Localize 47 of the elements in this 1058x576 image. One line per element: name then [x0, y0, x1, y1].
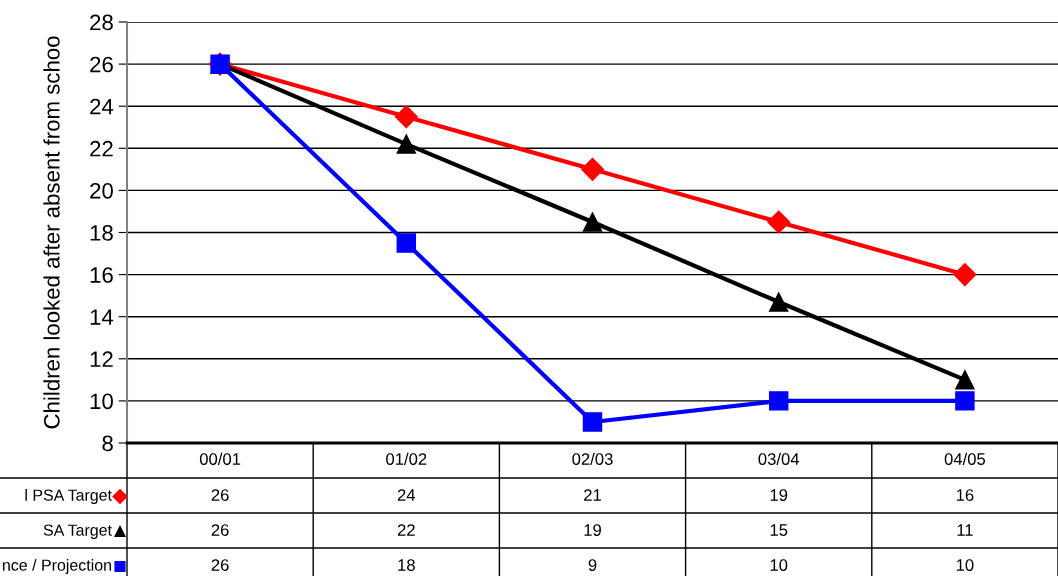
- y-tick-label: 10: [90, 393, 113, 410]
- point: [582, 212, 603, 232]
- point: [394, 105, 418, 129]
- point: [768, 391, 789, 411]
- x-tick-label: 02/03: [572, 452, 613, 465]
- point: [396, 134, 417, 154]
- x-tick-label: 01/02: [386, 452, 427, 465]
- point: [955, 391, 975, 411]
- data-label: 10: [770, 559, 788, 571]
- y-axis-title: Children looked after absent from schoo: [43, 36, 60, 429]
- point: [953, 263, 977, 287]
- data-label: 24: [397, 489, 416, 501]
- y-tick-label: 18: [90, 225, 113, 241]
- x-tick-label: 04/05: [944, 452, 986, 465]
- data-label: 26: [211, 489, 229, 501]
- point: [767, 210, 791, 234]
- y-tick-label: 28: [90, 14, 113, 31]
- y-tick-label: 8: [102, 435, 113, 452]
- data-label: 18: [398, 559, 415, 571]
- data-label: 15: [770, 524, 788, 536]
- point: [581, 157, 604, 181]
- y-tick-label: 24: [90, 98, 114, 115]
- data-label: 19: [584, 524, 601, 536]
- point: [955, 370, 975, 390]
- data-label: 22: [397, 524, 415, 536]
- y-tick-label: 14: [90, 309, 114, 325]
- data-label: 21: [584, 489, 601, 501]
- data-label: 16: [956, 489, 974, 501]
- y-tick-label: 20: [90, 182, 113, 199]
- y-tick-label: 26: [90, 56, 113, 73]
- legend-label: l PSA Target: [25, 489, 112, 504]
- x-tick-label: 03/04: [758, 452, 800, 465]
- point: [582, 412, 603, 432]
- y-tick-label: 12: [90, 351, 113, 367]
- data-label: 11: [957, 524, 973, 536]
- x-tick-label: 00/01: [199, 452, 241, 465]
- y-tick-label: 22: [90, 140, 113, 157]
- point: [396, 233, 417, 253]
- data-label: 10: [956, 559, 974, 571]
- data-label: 26: [211, 559, 229, 571]
- data-label: 9: [588, 559, 597, 571]
- point: [768, 292, 789, 312]
- legend-label: SA Target: [43, 524, 112, 539]
- data-label: 26: [211, 524, 229, 536]
- y-tick-label: 16: [90, 267, 113, 283]
- legend-label: nce / Projection: [2, 559, 111, 574]
- data-label: 19: [770, 489, 788, 501]
